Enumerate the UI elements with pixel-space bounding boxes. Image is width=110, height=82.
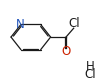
Text: H: H: [86, 60, 95, 73]
Text: Cl: Cl: [68, 17, 80, 30]
Text: O: O: [61, 45, 71, 58]
Text: N: N: [15, 18, 24, 31]
Text: Cl: Cl: [84, 68, 96, 81]
